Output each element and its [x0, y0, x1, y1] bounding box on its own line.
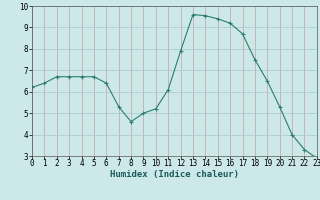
X-axis label: Humidex (Indice chaleur): Humidex (Indice chaleur): [110, 170, 239, 179]
